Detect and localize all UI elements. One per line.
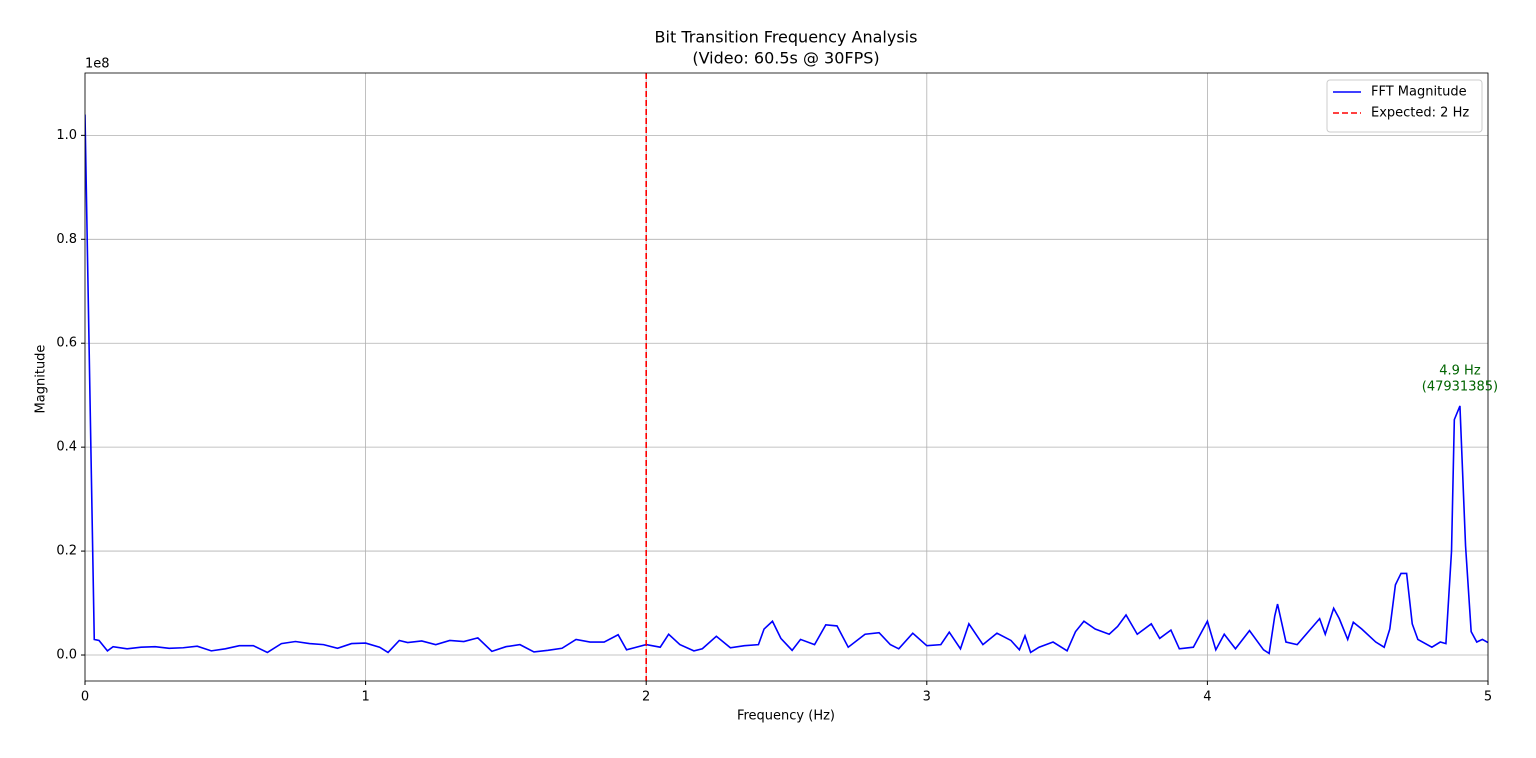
legend-box [1326, 79, 1483, 133]
annotation: 4.9 Hz [1439, 363, 1481, 378]
x-tick-label: 3 [923, 690, 931, 705]
y-tick-label: 0.8 [56, 232, 77, 247]
y-tick-label: 0.4 [56, 440, 77, 455]
data-line [85, 114, 1488, 655]
y-tick-label: 0.2 [56, 544, 77, 559]
annotation: (47931385) [1422, 379, 1498, 394]
y-axis-label: Magnitude [34, 345, 49, 414]
y-tick-label: 1.0 [56, 128, 77, 143]
legend-label: Expected: 2 Hz [1371, 106, 1469, 121]
chart-subtitle: (Video: 60.5s @ 30FPS) [692, 49, 879, 68]
x-tick-label: 5 [1484, 690, 1492, 705]
x-tick-label: 1 [361, 690, 369, 705]
y-tick-label: 0.6 [56, 336, 77, 351]
x-axis-label: Frequency (Hz) [737, 709, 835, 724]
chart-title: Bit Transition Frequency Analysis [655, 28, 918, 47]
y-offset-label: 1e8 [85, 57, 110, 72]
x-tick-label: 2 [642, 690, 650, 705]
y-tick-label: 0.0 [56, 648, 77, 663]
legend-label: FFT Magnitude [1371, 85, 1467, 100]
plot-frame [84, 72, 1489, 682]
x-tick-label: 4 [1203, 690, 1211, 705]
x-tick-label: 0 [81, 690, 89, 705]
